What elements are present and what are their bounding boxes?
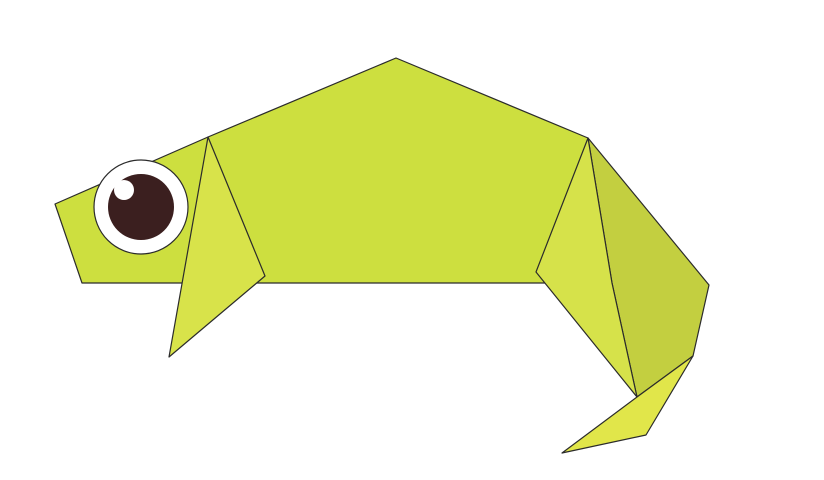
eye-highlight bbox=[114, 180, 134, 200]
chameleon-tail-tip bbox=[561, 355, 694, 454]
chameleon-eye-icon bbox=[93, 159, 189, 255]
chameleon-front-leg bbox=[168, 136, 266, 358]
